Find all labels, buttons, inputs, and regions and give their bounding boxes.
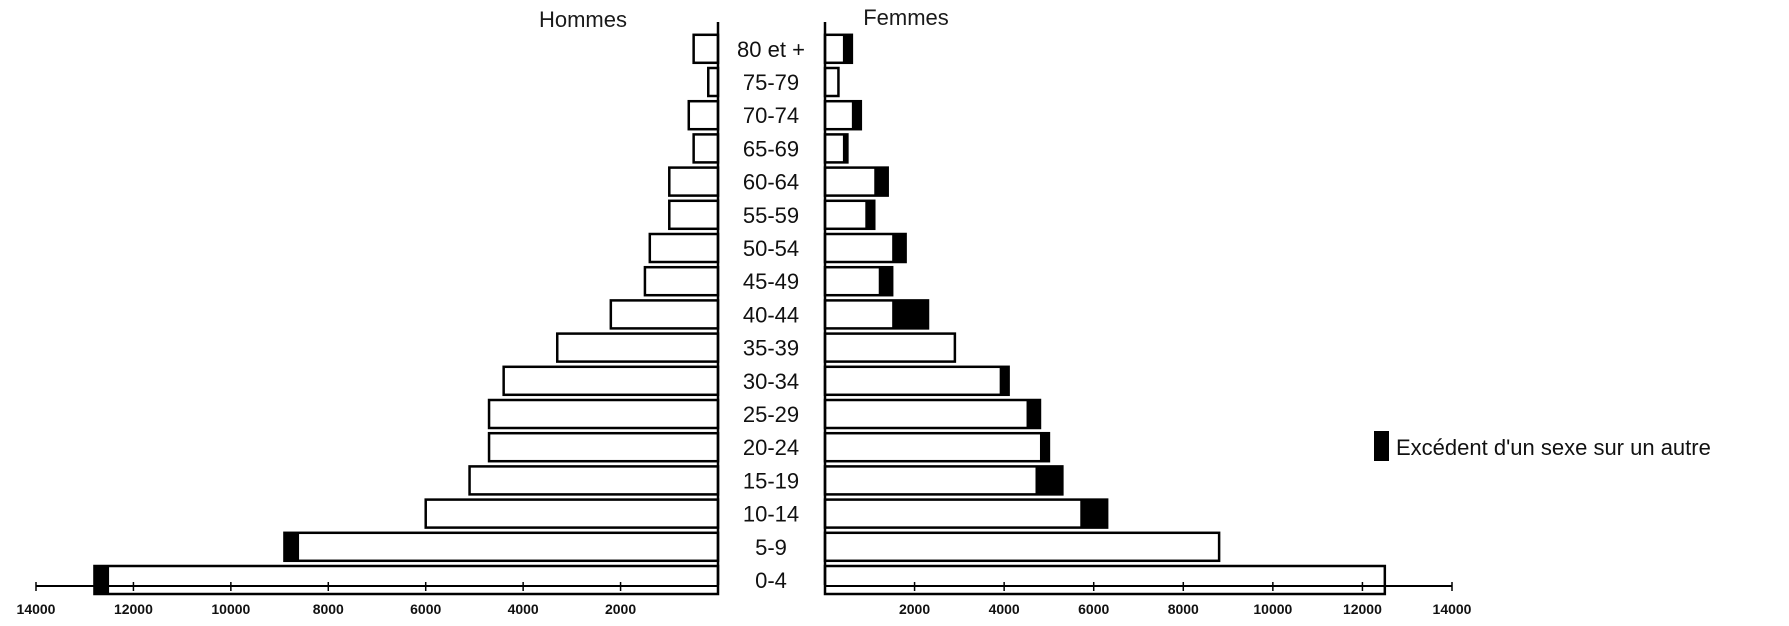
legend-swatch: [1374, 431, 1389, 461]
age-label-10-14: 10-14: [743, 502, 799, 527]
bar-hommes-20-24: [487, 431, 720, 463]
excess-femmes-45-49: [878, 267, 893, 296]
legend-label: Excédent d'un sexe sur un autre: [1396, 435, 1711, 460]
legend: Excédent d'un sexe sur un autre: [1374, 431, 1711, 461]
bar-femmes-75-79: [823, 66, 840, 98]
tick-label-femmes-12000: 12000: [1343, 601, 1382, 617]
bar-femmes-15-19: [823, 465, 1064, 496]
bar-hommes-65-69: [692, 133, 720, 164]
bar-hommes-15-19: [468, 465, 720, 496]
tick-label-femmes-10000: 10000: [1253, 601, 1292, 617]
age-label-50-54: 50-54: [743, 236, 799, 261]
femmes-bars: [823, 22, 1387, 596]
age-label-20-24: 20-24: [743, 435, 799, 460]
bar-hommes-50-54: [648, 232, 720, 264]
bar-hommes-75-79: [707, 66, 720, 98]
tick-label-femmes-2000: 2000: [899, 601, 930, 617]
excess-femmes-65-69: [842, 134, 848, 163]
tick-label-femmes-8000: 8000: [1168, 601, 1199, 617]
bar-hommes-25-29: [487, 398, 720, 430]
bar-hommes-35-39: [555, 332, 720, 363]
age-label-5-9: 5-9: [755, 535, 787, 560]
bar-hommes-45-49: [643, 265, 720, 297]
excess-femmes-50-54: [892, 234, 906, 262]
bar-hommes-0-4: [93, 564, 720, 596]
age-group-labels: 0-4 5-9 10-14 15-19 20-24 25-29 30-34 35-39 40-4…: [737, 37, 805, 593]
bar-femmes-0-4: [823, 564, 1387, 596]
tick-label-hommes-14000: 14000: [17, 601, 56, 617]
bar-hommes-60-64: [668, 166, 720, 197]
excess-femmes-15-19: [1035, 466, 1063, 495]
age-label-60-64: 60-64: [743, 170, 799, 195]
excess-femmes-25-29: [1026, 400, 1040, 428]
age-label-40-44: 40-44: [743, 302, 799, 327]
excess-femmes-10-14: [1080, 499, 1108, 528]
age-label-0-4: 0-4: [755, 568, 787, 593]
age-label-70-74: 70-74: [743, 103, 799, 128]
bar-hommes-70-74: [687, 99, 720, 131]
tick-label-hommes-12000: 12000: [114, 601, 153, 617]
bar-femmes-35-39: [823, 332, 957, 363]
bar-femmes-25-29: [823, 398, 1042, 430]
age-label-30-34: 30-34: [743, 369, 799, 394]
age-label-65-69: 65-69: [743, 136, 799, 161]
right-header: Femmes: [863, 5, 949, 30]
tick-label-femmes-6000: 6000: [1078, 601, 1109, 617]
x-axis-femmes: 2000 4000 6000 8000 10000 12000 14000: [825, 582, 1472, 617]
tick-label-femmes-4000: 4000: [989, 601, 1020, 617]
age-label-25-29: 25-29: [743, 402, 799, 427]
x-axis-hommes: 14000 12000 10000 8000 6000 4000 2000: [17, 582, 718, 617]
bar-femmes-5-9: [823, 531, 1221, 563]
age-label-80 et +: 80 et +: [737, 37, 805, 62]
bar-femmes-20-24: [823, 431, 1051, 463]
excess-femmes-55-59: [865, 200, 875, 229]
excess-hommes-5-9: [284, 532, 300, 561]
tick-label-hommes-8000: 8000: [313, 601, 344, 617]
excess-femmes-60-64: [874, 167, 888, 196]
bar-hommes-55-59: [668, 199, 720, 231]
bar-hommes-10-14: [424, 498, 720, 529]
bar-hommes-40-44: [609, 299, 720, 330]
tick-label-hommes-10000: 10000: [211, 601, 250, 617]
bar-hommes-80 et +: [692, 33, 720, 65]
excess-femmes-70-74: [851, 101, 861, 130]
hommes-bars: [93, 22, 720, 596]
age-label-45-49: 45-49: [743, 269, 799, 294]
bar-hommes-30-34: [502, 365, 720, 397]
excess-femmes-80 et +: [842, 34, 852, 63]
age-label-55-59: 55-59: [743, 203, 799, 228]
tick-label-hommes-4000: 4000: [508, 601, 539, 617]
age-label-35-39: 35-39: [743, 336, 799, 361]
tick-label-hommes-6000: 6000: [410, 601, 441, 617]
bar-hommes-5-9: [283, 531, 720, 563]
bar-femmes-30-34: [823, 365, 1010, 397]
left-header: Hommes: [539, 7, 627, 32]
tick-label-hommes-2000: 2000: [605, 601, 636, 617]
excess-femmes-20-24: [1039, 433, 1049, 462]
age-label-75-79: 75-79: [743, 70, 799, 95]
excess-hommes-0-4: [94, 566, 110, 594]
excess-femmes-40-44: [892, 300, 929, 329]
excess-femmes-30-34: [999, 366, 1009, 395]
bar-femmes-10-14: [823, 498, 1109, 529]
tick-label-femmes-14000: 14000: [1433, 601, 1472, 617]
age-label-15-19: 15-19: [743, 468, 799, 493]
